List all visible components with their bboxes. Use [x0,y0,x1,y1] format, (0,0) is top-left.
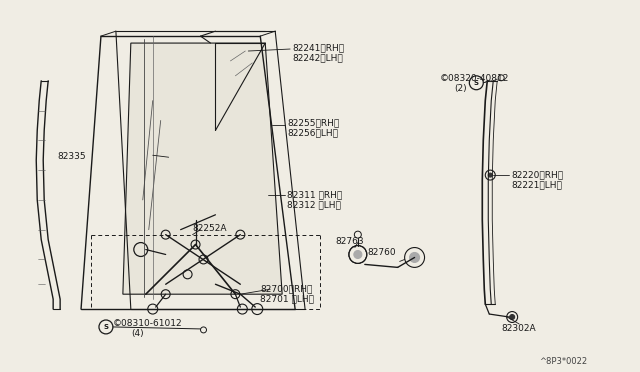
Polygon shape [123,43,282,294]
Circle shape [354,250,362,259]
Text: ^8P3*0022: ^8P3*0022 [539,357,587,366]
Text: 82700〈RH〉: 82700〈RH〉 [260,284,312,293]
Text: (2): (2) [454,84,467,93]
Text: 82312 〈LH〉: 82312 〈LH〉 [287,200,341,209]
Text: ©08320-40812: ©08320-40812 [440,74,509,83]
Text: 82242〈LH〉: 82242〈LH〉 [292,53,343,62]
Text: 82335: 82335 [57,152,86,161]
Text: 82221〈LH〉: 82221〈LH〉 [511,180,562,189]
Text: 82220〈RH〉: 82220〈RH〉 [511,170,563,179]
Circle shape [509,315,515,320]
Text: 82241〈RH〉: 82241〈RH〉 [292,43,344,52]
Text: 82311 〈RH〉: 82311 〈RH〉 [287,190,342,199]
Text: S: S [104,324,108,330]
Text: S: S [474,80,479,86]
Text: 82701 〈LH〉: 82701 〈LH〉 [260,294,314,303]
Circle shape [488,173,492,177]
Text: 82256〈LH〉: 82256〈LH〉 [287,128,338,137]
Text: (4): (4) [131,329,143,338]
Text: 82255〈RH〉: 82255〈RH〉 [287,119,339,128]
Text: ©08310-61012: ©08310-61012 [113,319,182,328]
Text: 82763: 82763 [335,237,364,246]
Text: 82252A: 82252A [193,224,227,233]
Text: 82760: 82760 [368,247,396,257]
Circle shape [410,253,420,262]
Text: 82302A: 82302A [501,324,536,333]
